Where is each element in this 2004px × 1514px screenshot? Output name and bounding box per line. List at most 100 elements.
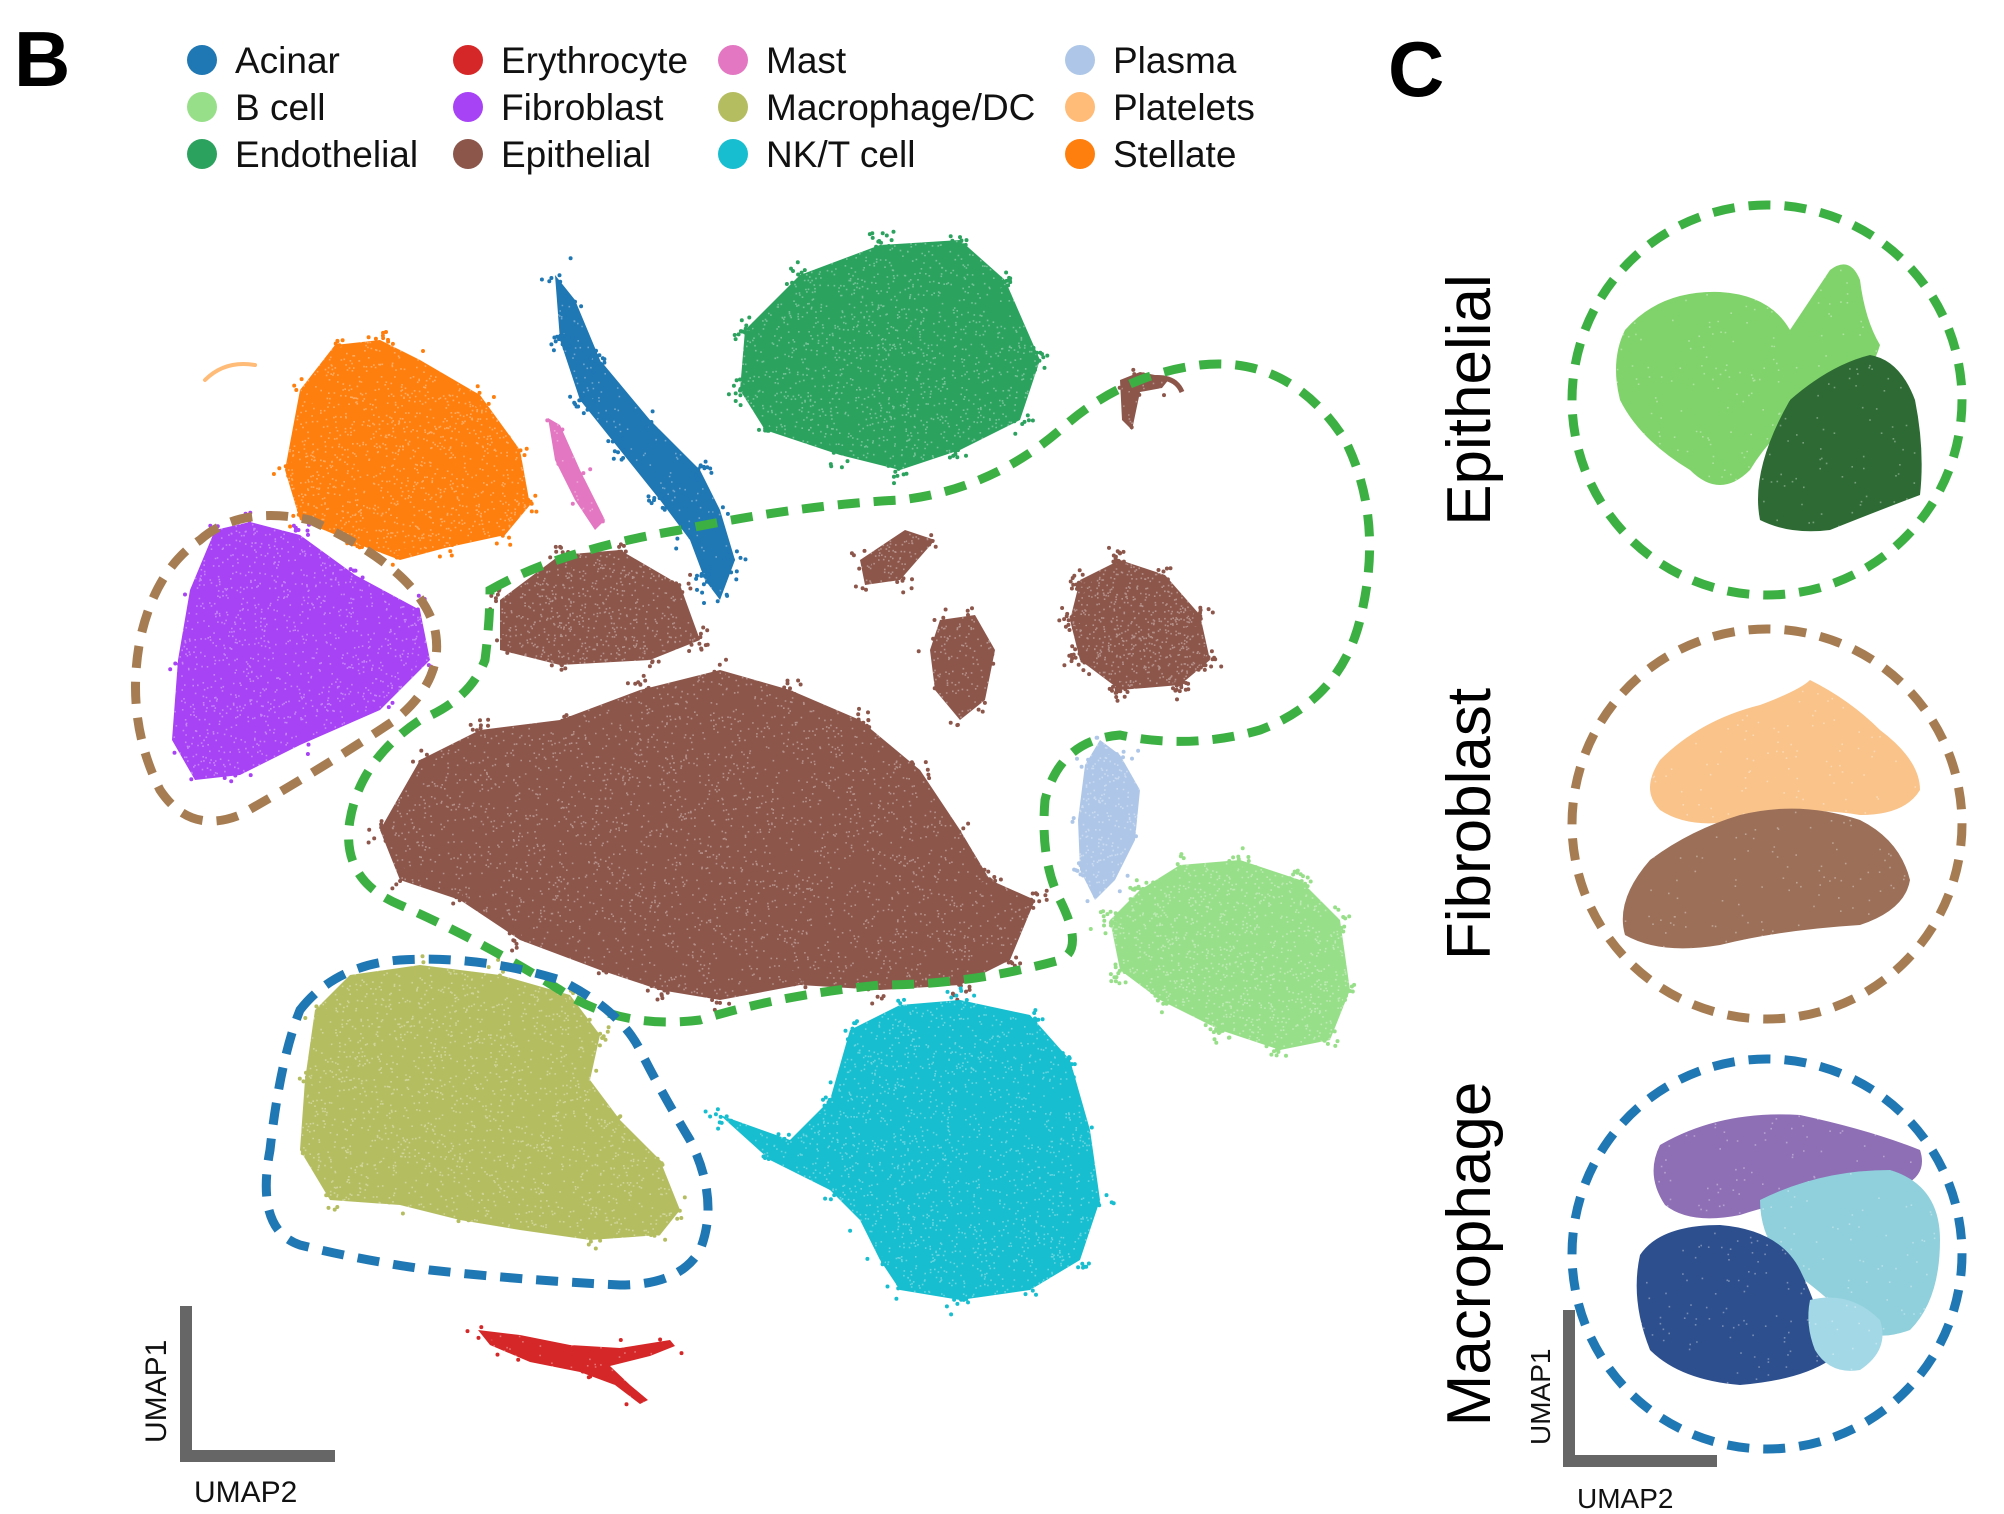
cluster-texture [740,240,1040,470]
outline-fibroblast [131,511,442,826]
subplot-epithelial: Epithelial [1435,200,1967,600]
cluster-epithelial-frag2 [916,606,996,728]
cluster-texture [380,670,1035,1000]
cluster-texture [720,1000,1100,1300]
outline-macrophage [261,954,713,1290]
cluster-body [555,275,735,600]
subplot-label: Epithelial [1435,274,1504,526]
cluster-plasma [1070,735,1141,904]
legend-item-endothelial: Endothelial [187,134,418,175]
cluster-outliers [545,418,605,525]
cluster-outliers [849,533,938,595]
legend-label: Mast [766,40,847,81]
legend-label: Fibroblast [501,87,664,128]
cluster-acinar [539,256,748,605]
cluster-body [1078,740,1140,900]
cluster-nk-t-cell [703,986,1116,1317]
cluster-endothelial [726,229,1050,486]
legend-marker [187,92,217,122]
axis-corner-sub [1563,1310,1717,1467]
subplot-outline [1567,624,1967,1024]
subcluster [1636,1225,1830,1385]
x-axis-label: UMAP2 [194,1476,297,1509]
cluster-fibroblast [168,510,440,784]
y-axis-label-sub: UMAP1 [1525,1349,1556,1445]
legend-marker [718,139,748,169]
legend-marker [453,45,483,75]
cluster-body [720,1000,1100,1300]
y-axis-label: UMAP1 [140,1340,173,1443]
subcluster-texture [1622,808,1910,949]
cluster-body [478,1330,675,1404]
legend-item-erythrocyte: Erythrocyte [453,40,688,81]
x-axis-label-sub: UMAP2 [1577,1483,1673,1514]
axes-main: UMAP1 UMAP2 [140,1306,335,1509]
subcluster [1758,355,1922,532]
subplot-macrophage: Macrophage [1435,1054,1967,1454]
cluster-epithelial-upper [488,536,710,672]
panel-label-b: B [14,15,70,103]
subplot-label: Macrophage [1435,1082,1504,1427]
cluster-body [1070,560,1210,690]
legend-marker [1065,139,1095,169]
cluster-texture [172,522,430,780]
highlight-outlines [131,359,1375,1290]
cluster-body [930,615,995,720]
cluster-body [1110,860,1350,1050]
subcluster [1808,1297,1883,1371]
legend-label: NK/T cell [766,134,915,175]
subcluster [1760,1170,1940,1336]
legend-label: Epithelial [501,134,651,175]
legend-marker [187,139,217,169]
legend-marker [187,45,217,75]
cluster-body [860,530,935,585]
axis-corner [180,1306,335,1462]
legend-item-mast: Mast [718,40,847,81]
subcluster [1650,680,1920,824]
legend-label: Endothelial [235,134,418,175]
legend-label: Acinar [235,40,340,81]
legend-label: Macrophage/DC [766,87,1035,128]
cluster-erythrocyte [465,1325,684,1407]
cluster-epithelial-right [1057,545,1224,703]
panel-label-c: C [1388,25,1444,113]
cluster-mast [545,418,605,530]
axes-sub: UMAP1 UMAP2 [1525,1310,1717,1514]
subcluster [1616,264,1880,485]
legend-item-macrophage-dc: Macrophage/DC [718,87,1035,128]
cluster-texture [1078,740,1140,900]
cluster-epithelial-main [366,657,1049,1012]
cluster-body [740,240,1040,470]
legend-item-epithelial: Epithelial [453,134,651,175]
cluster-epithelial-frag1 [849,530,938,595]
cluster-texture [930,615,995,720]
cluster-stellate [271,330,539,567]
legend-marker [1065,45,1095,75]
cluster-body [500,550,700,665]
legend-marker [718,92,748,122]
legend-marker [718,45,748,75]
subplot-fibroblast: Fibroblast [1435,624,1967,1024]
subplot-label: Fibroblast [1435,688,1504,960]
umap-subclusters: Epithelial Fibroblast Macrophage [1435,200,1967,1454]
subcluster [1622,808,1910,949]
legend-item-stellate: Stellate [1065,134,1236,175]
legend-marker [453,92,483,122]
legend-label: Erythrocyte [501,40,688,81]
legend-item-platelets: Platelets [1065,87,1255,128]
cluster-platelets [203,362,257,382]
legend-item-plasma: Plasma [1065,40,1237,81]
legend-item-acinar: Acinar [187,40,340,81]
cluster-body [380,670,1035,1000]
cluster-body [172,522,430,780]
cluster-b-cell [1088,846,1357,1058]
legend-item-b-cell: B cell [187,87,325,128]
legend-item-nk-t-cell: NK/T cell [718,134,915,175]
cluster-body [285,340,530,560]
outline-epithelial [344,359,1375,1027]
subplot-outline [1567,200,1967,600]
legend-marker [453,139,483,169]
cluster-macrophage-dc [297,954,687,1251]
legend-label: Plasma [1113,40,1237,81]
